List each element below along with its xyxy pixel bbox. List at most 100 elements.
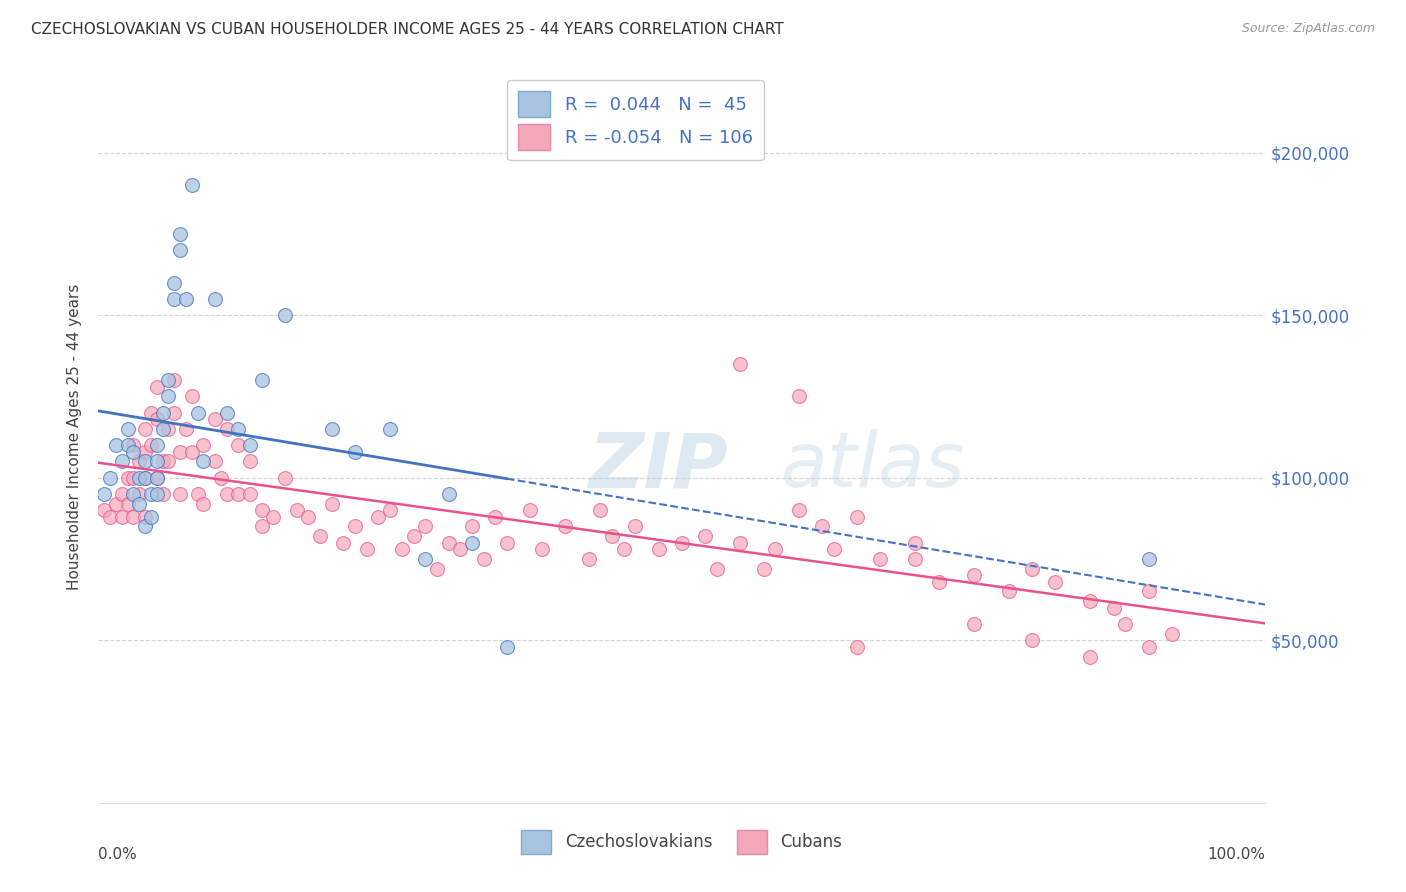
Point bbox=[174, 422, 197, 436]
Point bbox=[174, 292, 197, 306]
Point bbox=[356, 542, 378, 557]
Point bbox=[846, 640, 869, 654]
Point bbox=[1102, 600, 1125, 615]
Point bbox=[146, 487, 169, 501]
Point bbox=[104, 497, 127, 511]
Point bbox=[413, 552, 436, 566]
Point bbox=[134, 444, 156, 458]
Point bbox=[193, 438, 215, 452]
Point bbox=[122, 471, 145, 485]
Point bbox=[1045, 574, 1067, 589]
Point bbox=[671, 535, 693, 549]
Point bbox=[117, 438, 139, 452]
Point bbox=[139, 406, 162, 420]
Point bbox=[239, 487, 262, 501]
Point bbox=[589, 503, 612, 517]
Point bbox=[297, 509, 319, 524]
Point bbox=[321, 497, 343, 511]
Point bbox=[169, 487, 191, 501]
Point bbox=[187, 406, 209, 420]
Point bbox=[93, 487, 115, 501]
Point bbox=[134, 471, 156, 485]
Point bbox=[496, 535, 519, 549]
Point bbox=[402, 529, 425, 543]
Point bbox=[228, 487, 250, 501]
Point bbox=[239, 454, 262, 468]
Point bbox=[426, 562, 449, 576]
Point bbox=[215, 487, 238, 501]
Point bbox=[1080, 594, 1102, 608]
Point bbox=[215, 422, 238, 436]
Point bbox=[146, 412, 169, 426]
Point bbox=[204, 412, 226, 426]
Point bbox=[344, 519, 367, 533]
Point bbox=[367, 509, 389, 524]
Point bbox=[146, 438, 169, 452]
Point bbox=[104, 438, 127, 452]
Point bbox=[1021, 562, 1043, 576]
Point bbox=[730, 535, 752, 549]
Text: atlas: atlas bbox=[782, 429, 966, 503]
Point bbox=[391, 542, 413, 557]
Point bbox=[128, 487, 150, 501]
Point bbox=[128, 497, 150, 511]
Point bbox=[600, 529, 623, 543]
Point bbox=[752, 562, 775, 576]
Point bbox=[134, 509, 156, 524]
Text: ZIP: ZIP bbox=[589, 429, 728, 503]
Point bbox=[1161, 626, 1184, 640]
Point bbox=[152, 406, 174, 420]
Point bbox=[869, 552, 891, 566]
Point bbox=[823, 542, 845, 557]
Point bbox=[98, 471, 121, 485]
Point bbox=[152, 487, 174, 501]
Point bbox=[215, 406, 238, 420]
Point bbox=[413, 519, 436, 533]
Point bbox=[134, 422, 156, 436]
Point bbox=[139, 438, 162, 452]
Point bbox=[134, 454, 156, 468]
Point bbox=[695, 529, 717, 543]
Point bbox=[578, 552, 600, 566]
Point bbox=[461, 519, 484, 533]
Point bbox=[787, 503, 810, 517]
Text: 100.0%: 100.0% bbox=[1208, 847, 1265, 862]
Point bbox=[122, 438, 145, 452]
Point bbox=[169, 227, 191, 241]
Point bbox=[122, 509, 145, 524]
Point bbox=[344, 444, 367, 458]
Point bbox=[187, 487, 209, 501]
Point bbox=[122, 487, 145, 501]
Point bbox=[380, 422, 402, 436]
Point bbox=[1137, 640, 1160, 654]
Point bbox=[117, 471, 139, 485]
Point bbox=[1080, 649, 1102, 664]
Point bbox=[139, 487, 162, 501]
Point bbox=[484, 509, 506, 524]
Point bbox=[139, 509, 162, 524]
Point bbox=[285, 503, 308, 517]
Point bbox=[262, 509, 284, 524]
Point bbox=[163, 373, 186, 387]
Point bbox=[332, 535, 354, 549]
Point bbox=[530, 542, 553, 557]
Point bbox=[128, 471, 150, 485]
Point bbox=[250, 519, 273, 533]
Point bbox=[250, 373, 273, 387]
Point bbox=[472, 552, 495, 566]
Point bbox=[449, 542, 471, 557]
Point bbox=[93, 503, 115, 517]
Text: Source: ZipAtlas.com: Source: ZipAtlas.com bbox=[1241, 22, 1375, 36]
Point bbox=[193, 497, 215, 511]
Point bbox=[554, 519, 576, 533]
Point bbox=[811, 519, 834, 533]
Point bbox=[180, 178, 202, 193]
Point bbox=[193, 454, 215, 468]
Point bbox=[146, 380, 169, 394]
Point bbox=[997, 584, 1019, 599]
Point bbox=[274, 308, 297, 322]
Point bbox=[169, 243, 191, 257]
Point bbox=[128, 454, 150, 468]
Legend: Czechoslovakians, Cubans: Czechoslovakians, Cubans bbox=[515, 823, 849, 860]
Text: 0.0%: 0.0% bbox=[98, 847, 138, 862]
